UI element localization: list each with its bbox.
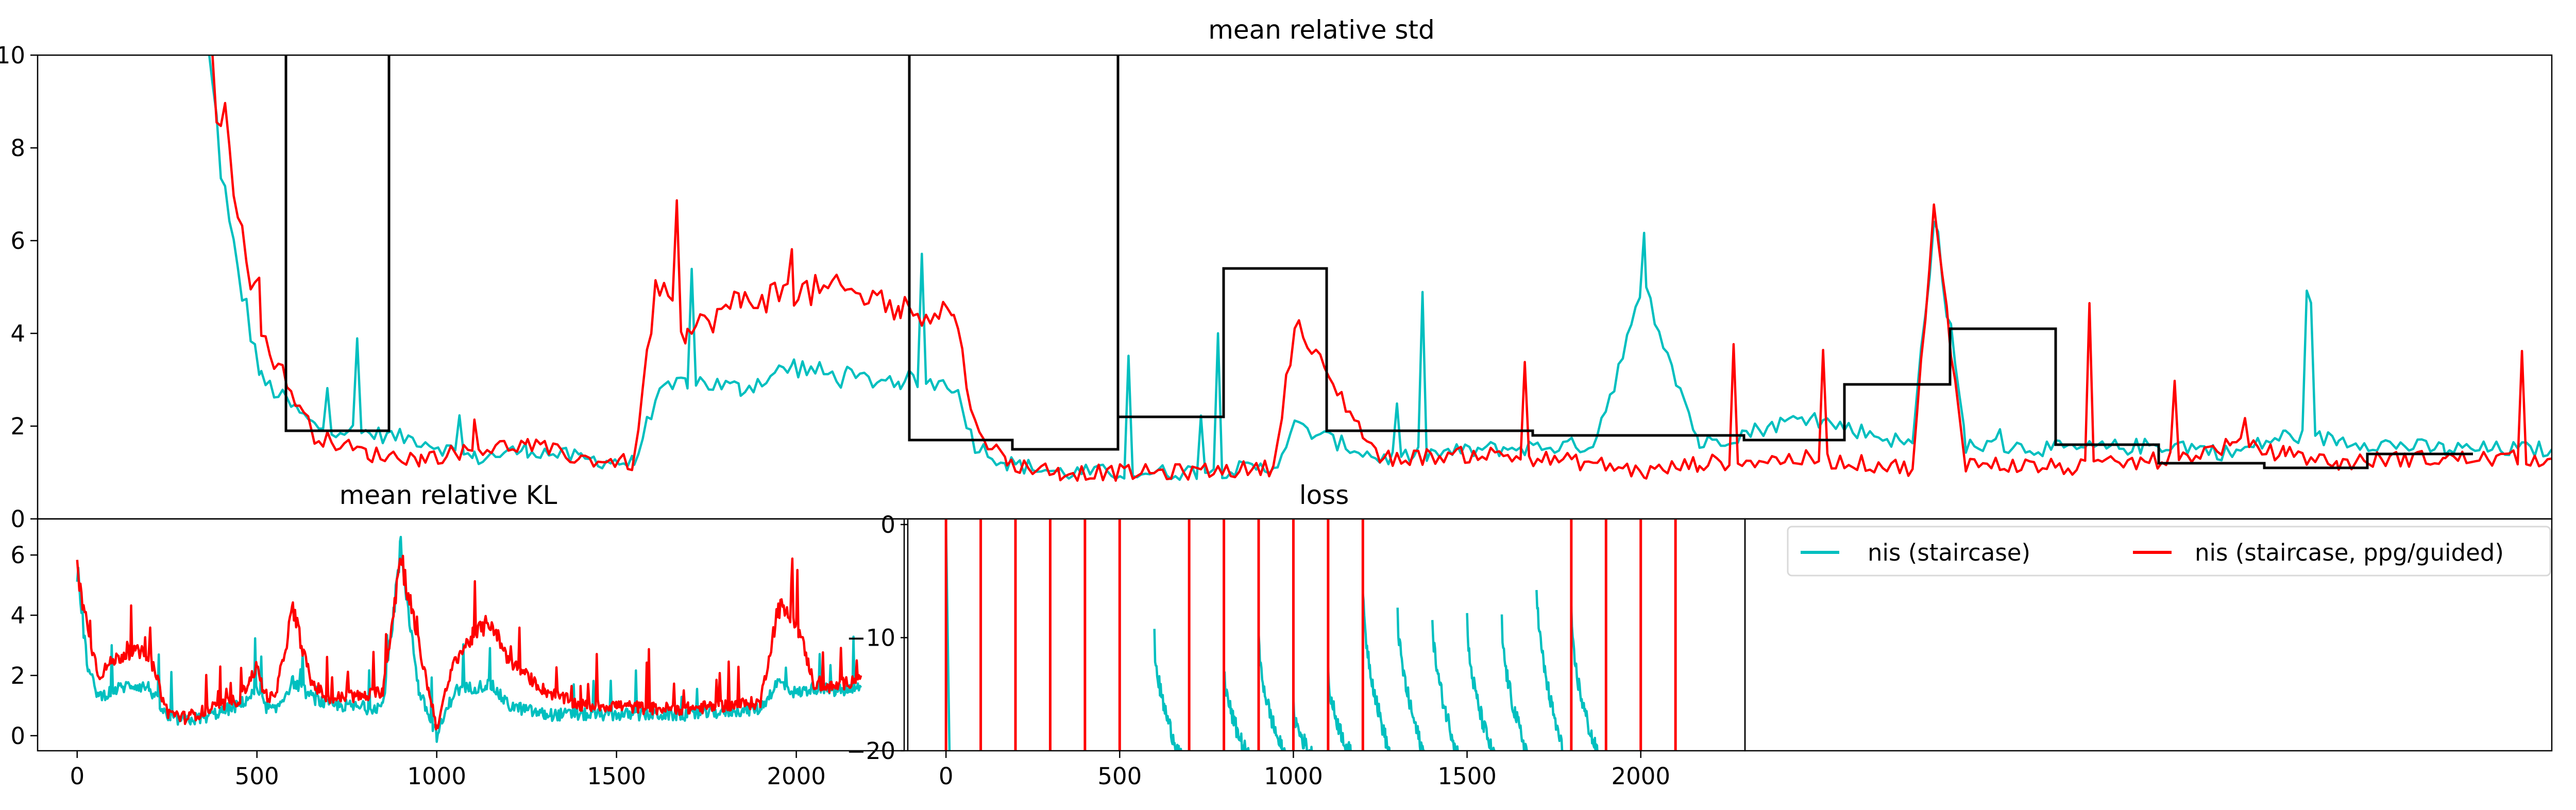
loss-series-nis-staircase-spike (1396, 608, 1426, 751)
loss-series-nis-staircase-spike (1327, 667, 1352, 751)
loss-x-axis: 0 500 1000 1500 2000 (939, 751, 1670, 790)
std-ytick-label: 4 (10, 320, 25, 347)
loss-xtick-label: 0 (939, 763, 954, 790)
std-title: mean relative std (1208, 15, 1435, 45)
kl-plot-area (76, 535, 862, 743)
std-ytick-label: 10 (0, 42, 25, 69)
kl-frame (37, 518, 905, 752)
kl-ytick-label: 4 (10, 602, 25, 629)
legend-label-nis-ppg: nis (staircase, ppg/guided) (2195, 539, 2504, 566)
std-ytick-label: 6 (10, 227, 25, 255)
loss-series-nis-staircase-spike (1535, 590, 1564, 751)
loss-y-axis: −20 −10 0 (846, 511, 908, 765)
loss-series-nis-staircase-spike (1292, 697, 1313, 751)
std-ytick-label: 8 (10, 134, 25, 162)
loss-xtick-label: 1000 (1264, 763, 1323, 790)
kl-title: mean relative KL (340, 480, 557, 510)
loss-series-nis-staircase-spike (1153, 629, 1182, 751)
std-y-axis: 0 2 4 6 8 10 (0, 42, 38, 533)
std-plot-area (208, 55, 2552, 482)
loss-ytick-label: 0 (880, 511, 895, 538)
kl-xtick-label: 1500 (587, 763, 646, 790)
std-staircase-reference (284, 55, 2473, 469)
std-ytick-label: 0 (10, 505, 25, 533)
loss-series-nis-staircase-spike (1431, 620, 1461, 751)
kl-ytick-label: 0 (10, 722, 25, 750)
loss-series-nis-staircase-spike (1500, 614, 1528, 751)
loss-panel: loss −20 −10 0 0 500 1000 1500 2000 (846, 480, 1746, 790)
loss-xtick-label: 2000 (1611, 763, 1670, 790)
legend-frame (1744, 518, 2553, 752)
kl-panel: mean relative KL 0 2 4 6 0 500 1000 1500 2000 (10, 480, 905, 790)
loss-series-nis-staircase-spike (1466, 613, 1496, 751)
std-ytick-label: 2 (10, 413, 25, 440)
kl-series-nis-staircase (76, 535, 862, 743)
loss-series-nis-staircase-spike (1570, 606, 1599, 751)
kl-xtick-label: 2000 (767, 763, 826, 790)
loss-xtick-label: 500 (1097, 763, 1142, 790)
kl-x-axis: 0 500 1000 1500 2000 (70, 751, 826, 790)
kl-ytick-label: 6 (10, 542, 25, 569)
std-series-nis-staircase (208, 55, 2552, 481)
legend-panel: nis (staircase) nis (staircase, ppg/guid… (1744, 518, 2553, 752)
loss-xtick-label: 1500 (1437, 763, 1497, 790)
loss-series-nis-staircase-spike (1257, 633, 1286, 751)
loss-title: loss (1299, 480, 1349, 510)
legend-label-nis-staircase: nis (staircase) (1868, 539, 2030, 566)
kl-y-axis: 0 2 4 6 (10, 542, 38, 750)
loss-series-nis-staircase-spike (1362, 593, 1391, 751)
kl-xtick-label: 1000 (407, 763, 466, 790)
kl-series-nis-ppg (76, 554, 862, 731)
loss-ytick-label: −10 (846, 624, 895, 651)
loss-series-nis-staircase-spike (1223, 671, 1250, 751)
loss-ytick-label: −20 (846, 737, 895, 765)
kl-xtick-label: 0 (70, 763, 84, 790)
kl-xtick-label: 500 (235, 763, 279, 790)
kl-ytick-label: 2 (10, 662, 25, 689)
loss-plot-area (944, 519, 1677, 751)
